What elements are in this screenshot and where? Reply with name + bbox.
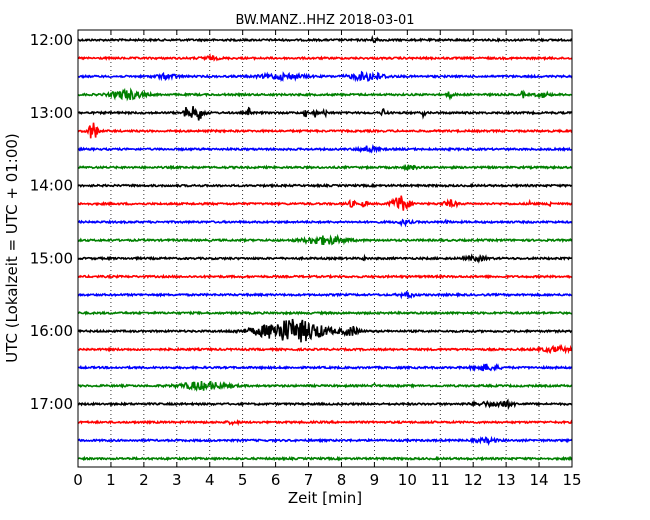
trace-1215	[77, 52, 573, 62]
x-tick-label: 5	[238, 471, 248, 489]
x-tick-label: 11	[431, 471, 450, 489]
trace-1315	[77, 122, 573, 139]
trace-1345	[77, 163, 573, 172]
trace-1730	[77, 435, 573, 447]
trace-1200	[77, 34, 573, 44]
x-tick-label: 2	[139, 471, 149, 489]
y-tick-label: 14:00	[30, 177, 73, 195]
trace-1515	[77, 273, 573, 280]
y-tick-label: 17:00	[30, 395, 73, 413]
y-axis-ticks: 12:00 13:00 14:00 15:00 16:00 17:00	[30, 31, 572, 413]
x-tick-label: 1	[106, 471, 116, 489]
trace-1745	[77, 455, 573, 462]
trace-1445	[77, 233, 573, 246]
y-tick-label: 16:00	[30, 322, 73, 340]
x-tick-label: 4	[205, 471, 215, 489]
y-tick-label: 15:00	[30, 249, 73, 267]
y-tick-label: 12:00	[30, 31, 73, 49]
trace-1430	[77, 218, 573, 228]
x-tick-label: 8	[337, 471, 347, 489]
grid-lines	[110, 30, 540, 467]
y-tick-label: 13:00	[30, 104, 73, 122]
y-axis-title: UTC (Lokalzeit = UTC + 01:00)	[3, 133, 21, 363]
traces	[77, 34, 573, 462]
trace-1630	[77, 363, 573, 373]
x-tick-label: 0	[73, 471, 83, 489]
trace-1715	[77, 419, 573, 427]
plot-frame	[77, 29, 573, 468]
trace-1645	[77, 380, 573, 392]
x-tick-label: 9	[370, 471, 380, 489]
x-tick-label: 3	[172, 471, 182, 489]
trace-1700	[77, 398, 573, 411]
x-tick-label: 10	[398, 471, 417, 489]
x-tick-label: 12	[464, 471, 483, 489]
x-tick-label: 13	[497, 471, 516, 489]
x-tick-label: 15	[562, 471, 581, 489]
x-axis-title: Zeit [min]	[288, 489, 362, 507]
trace-1230	[77, 70, 573, 83]
trace-1530	[77, 291, 573, 300]
x-tick-label: 14	[530, 471, 549, 489]
trace-1300	[77, 106, 573, 121]
trace-1500	[77, 253, 573, 264]
trace-1330	[77, 144, 573, 154]
trace-1600	[77, 318, 573, 343]
chart-title: BW.MANZ..HHZ 2018-03-01	[235, 13, 414, 28]
trace-1400	[77, 182, 573, 189]
trace-1415	[77, 195, 573, 211]
x-tick-label: 6	[271, 471, 281, 489]
trace-1245	[77, 87, 573, 102]
trace-1545	[77, 310, 573, 316]
trace-1615	[77, 343, 573, 355]
x-tick-label: 7	[304, 471, 314, 489]
x-axis-ticks: 0 1 2 3 4 5 6 7 8 9 10 11 12 13 14 15	[73, 30, 582, 489]
